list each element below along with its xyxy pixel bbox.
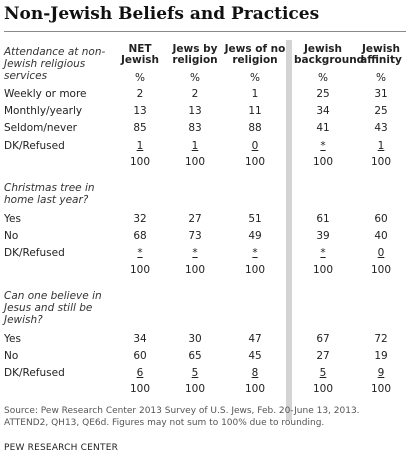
- section-question: Can one believe in Jesus and still be Je…: [4, 290, 102, 326]
- total-cell: 100: [370, 156, 392, 168]
- table-cell: 83: [188, 122, 202, 134]
- section-question: Attendance at non-Jewish religious servi…: [4, 46, 106, 82]
- table-cell: 30: [188, 333, 202, 345]
- total-cell: 100: [312, 156, 334, 168]
- page-title: Non-Jewish Beliefs and Practices: [4, 4, 320, 24]
- table-cell: 34: [133, 333, 147, 345]
- table-cell: *: [320, 140, 326, 152]
- table-cell: 1: [251, 88, 259, 100]
- table-cell: 1: [136, 140, 144, 152]
- section-question: Christmas tree in home last year?: [4, 182, 95, 206]
- column-header-jewish-background: Jewish background: [294, 43, 365, 66]
- row-label: DK/Refused: [4, 247, 65, 259]
- total-cell: 100: [129, 156, 151, 168]
- table-cell: *: [137, 247, 143, 259]
- column-header-jews-by-religion: Jews by religion: [172, 43, 218, 66]
- row-label: Seldom/never: [4, 122, 78, 134]
- column-group-divider: [286, 40, 292, 420]
- table-cell: 13: [133, 105, 147, 117]
- table-cell: 65: [188, 350, 202, 362]
- table-cell: 43: [374, 122, 388, 134]
- table-cell: 6: [136, 367, 144, 379]
- table-cell: 1: [377, 140, 385, 152]
- row-label: DK/Refused: [4, 140, 65, 152]
- total-cell: 100: [129, 264, 151, 276]
- table-cell: 49: [248, 230, 262, 242]
- total-cell: 100: [370, 383, 392, 395]
- column-header-jews-of-no-religion: Jews of no religion: [224, 43, 286, 66]
- row-label: No: [4, 350, 19, 362]
- table-cell: 13: [188, 105, 202, 117]
- source-note: Source: Pew Research Center 2013 Survey …: [4, 406, 360, 428]
- total-cell: 100: [244, 156, 266, 168]
- table-cell: 85: [133, 122, 147, 134]
- total-cell: 100: [244, 264, 266, 276]
- table-cell: 40: [374, 230, 388, 242]
- table-cell: 39: [316, 230, 330, 242]
- total-cell: 100: [184, 156, 206, 168]
- table-cell: 9: [377, 367, 385, 379]
- row-label: DK/Refused: [4, 367, 65, 379]
- table-cell: 27: [188, 213, 202, 225]
- percent-header: %: [250, 72, 260, 84]
- table-cell: 25: [374, 105, 388, 117]
- percent-header: %: [376, 72, 386, 84]
- total-cell: 100: [184, 264, 206, 276]
- row-label: No: [4, 230, 19, 242]
- table-cell: 2: [191, 88, 199, 100]
- table-cell: 27: [316, 350, 330, 362]
- table-cell: 61: [316, 213, 330, 225]
- table-cell: 31: [374, 88, 388, 100]
- total-cell: 100: [129, 383, 151, 395]
- table-cell: 25: [316, 88, 330, 100]
- table-cell: 5: [319, 367, 327, 379]
- total-cell: 100: [312, 264, 334, 276]
- table-cell: 34: [316, 105, 330, 117]
- row-label: Weekly or more: [4, 88, 87, 100]
- total-cell: 100: [184, 383, 206, 395]
- table-cell: 72: [374, 333, 388, 345]
- percent-header: %: [135, 72, 145, 84]
- table-cell: 60: [374, 213, 388, 225]
- row-label: Yes: [4, 213, 21, 225]
- table-cell: 19: [374, 350, 388, 362]
- table-cell: 47: [248, 333, 262, 345]
- table-cell: 60: [133, 350, 147, 362]
- table-cell: 32: [133, 213, 147, 225]
- table-cell: *: [192, 247, 198, 259]
- row-label: Monthly/yearly: [4, 105, 83, 117]
- total-cell: 100: [312, 383, 334, 395]
- table-cell: 45: [248, 350, 262, 362]
- table-cell: *: [252, 247, 258, 259]
- percent-header: %: [318, 72, 328, 84]
- column-header-jewish-affinity: Jewish affinity: [360, 43, 402, 66]
- table-cell: 0: [377, 247, 385, 259]
- table-cell: 67: [316, 333, 330, 345]
- table-cell: 88: [248, 122, 262, 134]
- total-cell: 100: [370, 264, 392, 276]
- total-cell: 100: [244, 383, 266, 395]
- row-label: Yes: [4, 333, 21, 345]
- table-cell: 11: [248, 105, 262, 117]
- table-cell: 8: [251, 367, 259, 379]
- table-cell: 73: [188, 230, 202, 242]
- table-cell: 0: [251, 140, 259, 152]
- table-cell: 51: [248, 213, 262, 225]
- brand-label: PEW RESEARCH CENTER: [4, 443, 119, 453]
- title-divider: [4, 31, 406, 32]
- table-cell: 5: [191, 367, 199, 379]
- table-cell: *: [320, 247, 326, 259]
- percent-header: %: [190, 72, 200, 84]
- table-cell: 1: [191, 140, 199, 152]
- column-header-net-jewish: NET Jewish: [120, 43, 160, 66]
- table-cell: 41: [316, 122, 330, 134]
- table-cell: 68: [133, 230, 147, 242]
- table-cell: 2: [136, 88, 144, 100]
